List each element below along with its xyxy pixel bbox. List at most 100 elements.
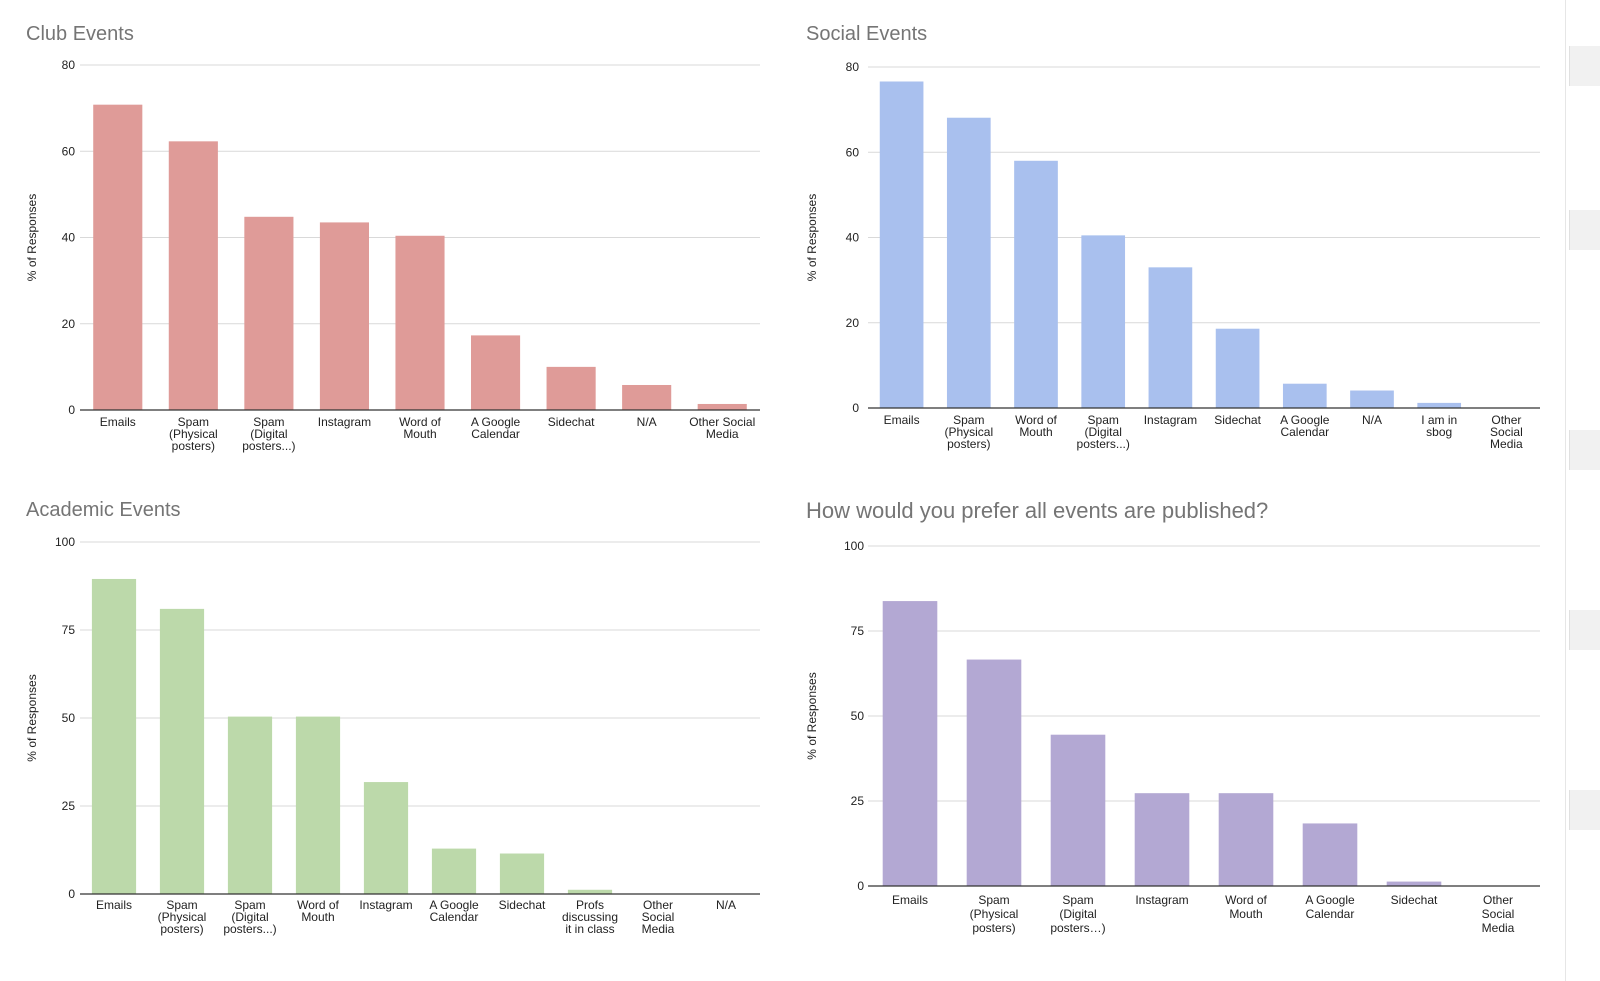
- y-tick-label: 40: [62, 231, 76, 245]
- x-tick-label: Instagram: [1144, 413, 1197, 427]
- bar-instagram: [1148, 267, 1193, 408]
- x-tick-label: N/A: [716, 898, 736, 912]
- bar-spam-digital-posters: [244, 216, 294, 410]
- x-tick-label: A Google Calendar: [1280, 413, 1330, 439]
- x-tick-label: Other Social Media: [1490, 413, 1523, 451]
- chart-social-events: Social Events 0 20 40 60 80 % of Responses Emai…: [780, 0, 1570, 470]
- y-tick-label: 100: [55, 535, 75, 549]
- y-tick-label: 0: [68, 403, 75, 417]
- chart-svg: Club Events 0 20 40 60 80 % of Responses Emails…: [25, 23, 760, 453]
- bar-emails: [93, 104, 143, 411]
- x-tick-label: Sidechat: [1214, 413, 1261, 427]
- edge-tab: [1569, 610, 1600, 650]
- y-tick-label: 75: [62, 623, 76, 637]
- x-tick-label: A Google Calendar: [471, 415, 521, 441]
- x-tick-label: Emails: [884, 413, 920, 427]
- y-tick-label: 0: [857, 879, 864, 893]
- chart-title: Club Events: [26, 23, 134, 45]
- bar-sidechat: [546, 366, 596, 410]
- y-tick-label: 20: [846, 316, 860, 330]
- chart-svg: Social Events 0 20 40 60 80 % of Responses Emai…: [805, 23, 1540, 451]
- y-tick-label: 75: [851, 624, 865, 638]
- y-tick-label: 100: [844, 539, 864, 553]
- bar-emails: [879, 81, 924, 409]
- bar-spam-digital-posters: [1081, 235, 1126, 408]
- x-tick-label: Other Social Media: [1482, 893, 1515, 935]
- y-axis-label: % of Responses: [805, 672, 819, 759]
- bar-n-a: [622, 384, 672, 410]
- x-tick-label: Sidechat: [1391, 893, 1438, 907]
- bar-a-google-calendar: [1282, 383, 1327, 408]
- y-axis-label: % of Responses: [25, 674, 39, 761]
- x-tick-label: Word of Mouth: [297, 898, 339, 924]
- x-tick-label: Emails: [96, 898, 132, 912]
- bar-instagram: [319, 222, 369, 410]
- x-tick-label: Other Social Media: [642, 898, 675, 936]
- bar-spam-digital-posters: [227, 716, 273, 894]
- x-tick-label: Spam (Physical posters): [169, 415, 218, 453]
- y-axis-label: % of Responses: [805, 194, 819, 281]
- y-axis-label: % of Responses: [25, 194, 39, 281]
- bar-sidechat: [499, 853, 545, 894]
- chart-club-events: Club Events 0 20 40 60 80 % of Responses Emails…: [0, 0, 780, 470]
- bar-a-google-calendar: [431, 848, 477, 894]
- x-tick-label: Other Social Media: [689, 415, 755, 441]
- x-tick-label: Profs discussing it in class: [562, 898, 618, 936]
- bar-emails: [882, 601, 938, 886]
- bar-word-of-mouth: [295, 716, 341, 894]
- y-tick-label: 50: [851, 709, 865, 723]
- y-tick-label: 60: [62, 144, 76, 158]
- bar-word-of-mouth: [1014, 160, 1058, 408]
- chart-title: How would you prefer all events are publ…: [806, 498, 1268, 523]
- bar-profs-discussing-it-in-class: [567, 889, 613, 894]
- x-tick-label: Word of Mouth: [399, 415, 441, 441]
- bar-spam-physical-posters: [168, 141, 218, 411]
- y-tick-label: 0: [852, 401, 859, 415]
- bar-instagram: [363, 782, 409, 894]
- edge-tab: [1569, 430, 1600, 470]
- y-tick-label: 25: [851, 794, 865, 808]
- x-tick-label: A Google Calendar: [429, 898, 479, 924]
- x-tick-label: Instagram: [359, 898, 412, 912]
- x-tick-label: Instagram: [1135, 893, 1188, 907]
- x-tick-label: Emails: [100, 415, 136, 429]
- sheet-right-edge: [1565, 0, 1600, 981]
- bar-other-social-media: [697, 403, 747, 410]
- bar-instagram: [1134, 793, 1190, 886]
- x-tick-label: Word of Mouth: [1225, 893, 1267, 921]
- bar-spam-physical-posters: [946, 117, 991, 408]
- y-tick-label: 20: [62, 317, 76, 331]
- x-tick-label: Spam (Digital posters...): [1077, 413, 1130, 451]
- x-tick-label: Emails: [892, 893, 928, 907]
- x-tick-label: N/A: [1362, 413, 1382, 427]
- chart-title: Academic Events: [26, 499, 181, 521]
- bar-a-google-calendar: [471, 335, 521, 410]
- x-tick-label: Word of Mouth: [1015, 413, 1057, 439]
- x-tick-label: Spam (Physical posters): [970, 893, 1019, 935]
- y-tick-label: 50: [62, 711, 76, 725]
- chart-svg: Academic Events 0 25 50 75 100 % of Responses E…: [25, 499, 760, 936]
- x-tick-label: A Google Calendar: [1305, 893, 1355, 921]
- bar-sidechat: [1215, 328, 1260, 408]
- bar-emails: [91, 578, 137, 894]
- x-tick-label: Spam (Physical posters): [944, 413, 993, 451]
- x-tick-label: Sidechat: [548, 415, 595, 429]
- edge-tab: [1569, 46, 1600, 86]
- bar-n-a: [1350, 390, 1394, 408]
- y-tick-label: 0: [68, 887, 75, 901]
- edge-tab: [1569, 210, 1600, 250]
- bar-spam-physical-posters: [966, 659, 1022, 886]
- x-tick-label: I am in sbog: [1421, 413, 1457, 439]
- bar-word-of-mouth: [1218, 793, 1274, 886]
- x-tick-label: Spam (Digital posters...): [223, 898, 276, 936]
- x-tick-label: Spam (Digital posters...): [242, 415, 295, 453]
- x-tick-label: Spam (Digital posters…): [1050, 893, 1105, 935]
- chart-svg: How would you prefer all events are publ…: [805, 498, 1540, 935]
- bar-a-google-calendar: [1302, 823, 1358, 886]
- bar-sidechat: [1386, 881, 1442, 886]
- x-tick-label: Sidechat: [499, 898, 546, 912]
- edge-tab: [1569, 790, 1600, 830]
- x-tick-label: Instagram: [318, 415, 371, 429]
- y-tick-label: 25: [62, 799, 76, 813]
- bar-i-am-in-sbog: [1417, 402, 1462, 408]
